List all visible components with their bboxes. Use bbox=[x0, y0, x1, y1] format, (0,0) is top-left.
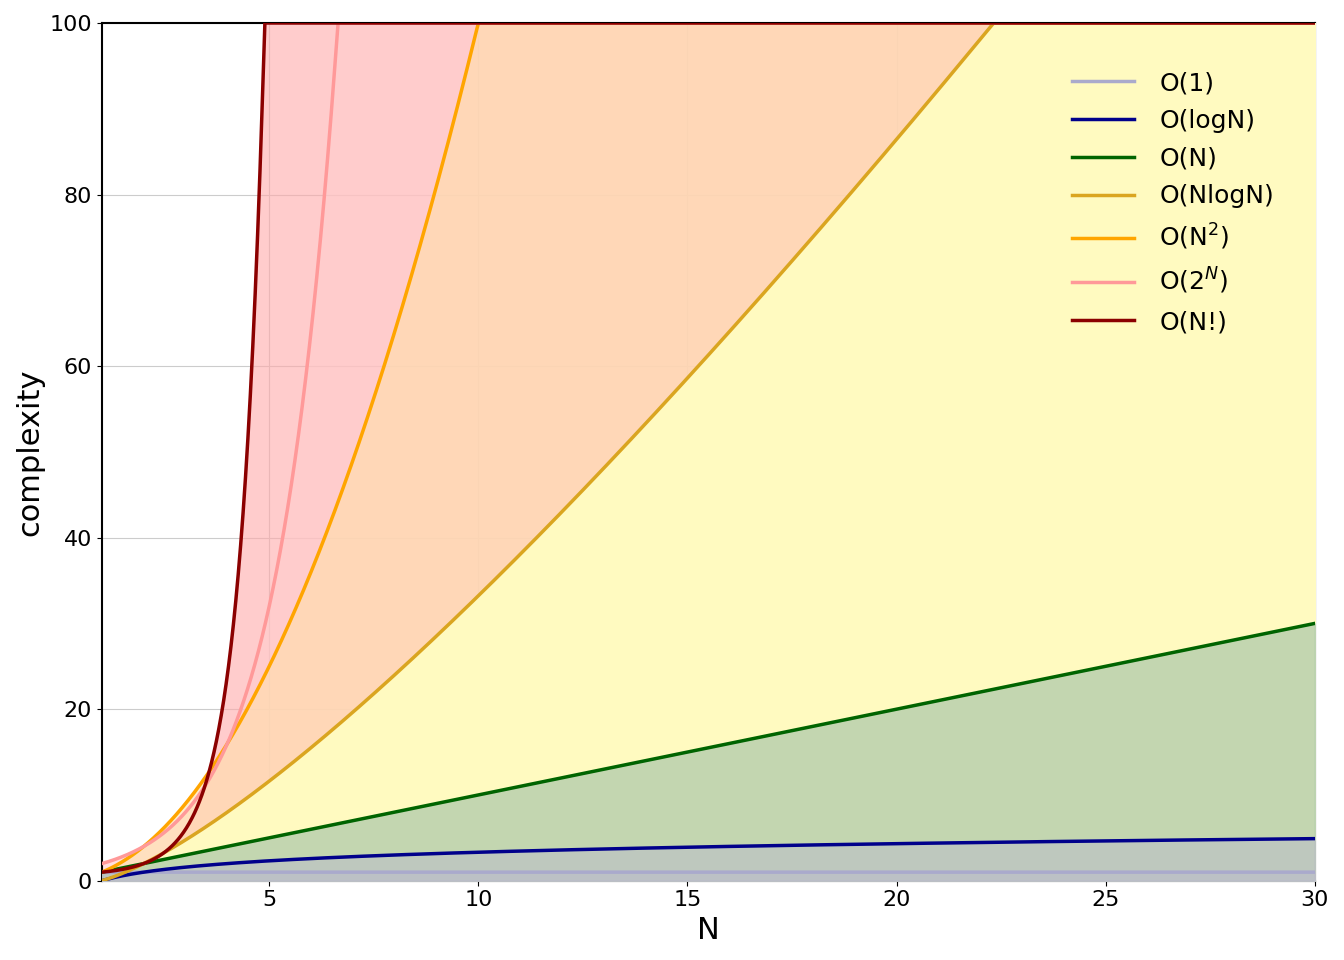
Y-axis label: complexity: complexity bbox=[15, 368, 44, 536]
Legend: O(1), O(logN), O(N), O(NlogN), O(N$^2$), O(2$^N$), O(N!): O(1), O(logN), O(N), O(NlogN), O(N$^2$),… bbox=[1062, 61, 1284, 344]
X-axis label: N: N bbox=[698, 916, 720, 945]
